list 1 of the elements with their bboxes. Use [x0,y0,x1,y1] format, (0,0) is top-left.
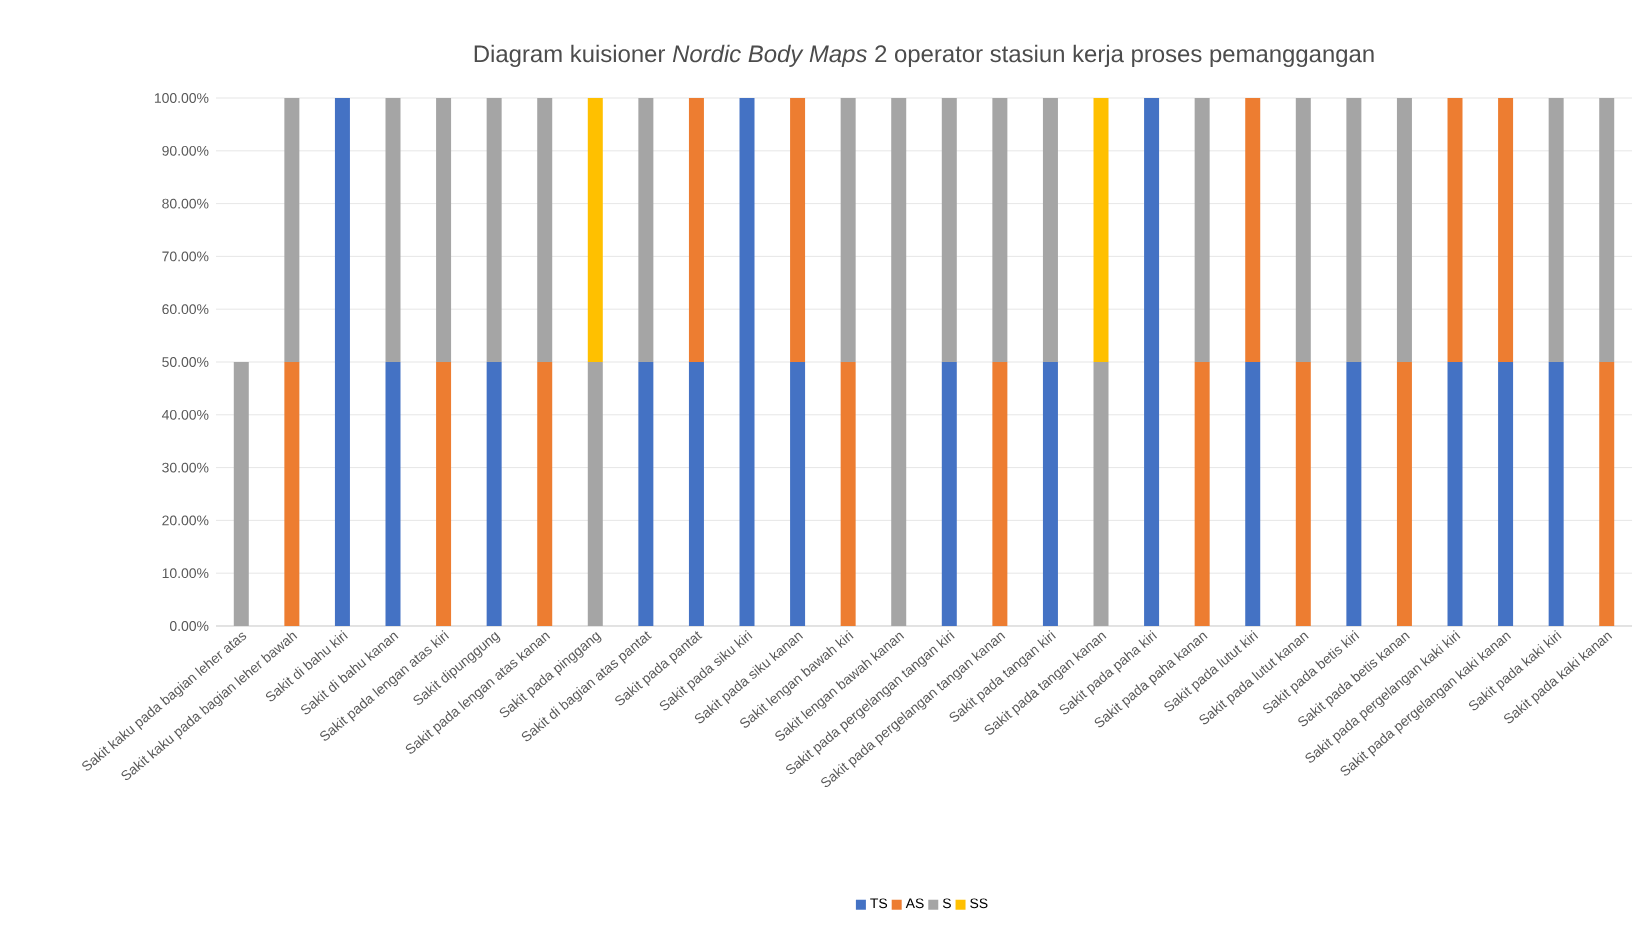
chart-title: Diagram kuisioner Nordic Body Maps 2 operator stasiun kerja proses pemanggangan [474,44,1374,68]
